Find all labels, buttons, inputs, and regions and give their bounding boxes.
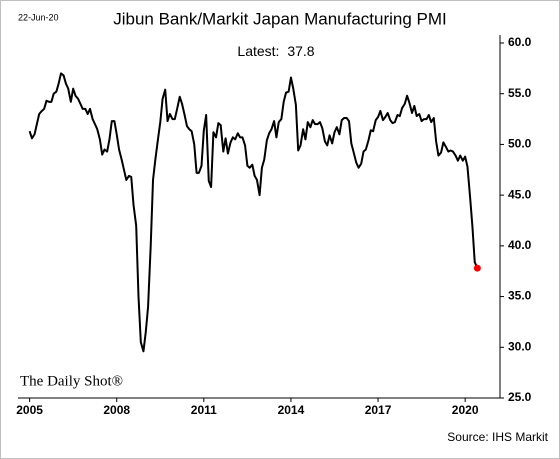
source-label: Source: IHS Markit — [447, 430, 548, 444]
y-tick-label: 40.0 — [508, 238, 532, 252]
latest-annotation: Latest: 37.8 — [237, 43, 314, 59]
date-label: 22-Jun-20 — [18, 12, 59, 22]
y-tick-label: 50.0 — [508, 137, 532, 151]
x-tick-label: 2014 — [278, 403, 305, 417]
x-tick-label: 2020 — [452, 403, 479, 417]
y-tick-label: 55.0 — [508, 86, 532, 100]
x-tick-label: 2011 — [191, 403, 217, 417]
y-tick-label: 60.0 — [508, 35, 532, 49]
latest-marker — [473, 264, 481, 272]
y-tick-label: 25.0 — [508, 390, 532, 404]
y-tick-label: 35.0 — [508, 289, 532, 303]
watermark: The Daily Shot® — [20, 373, 123, 389]
y-tick-label: 30.0 — [508, 339, 532, 353]
latest-label: Latest: — [237, 43, 279, 59]
x-tick-label: 2017 — [365, 403, 392, 417]
chart-title: Jibun Bank/Markit Japan Manufacturing PM… — [113, 9, 447, 28]
y-tick-label: 45.0 — [508, 187, 532, 201]
x-tick-label: 2008 — [103, 403, 130, 417]
x-tick-label: 2005 — [16, 403, 43, 417]
latest-value: 37.8 — [287, 43, 314, 59]
pmi-line — [28, 72, 479, 353]
